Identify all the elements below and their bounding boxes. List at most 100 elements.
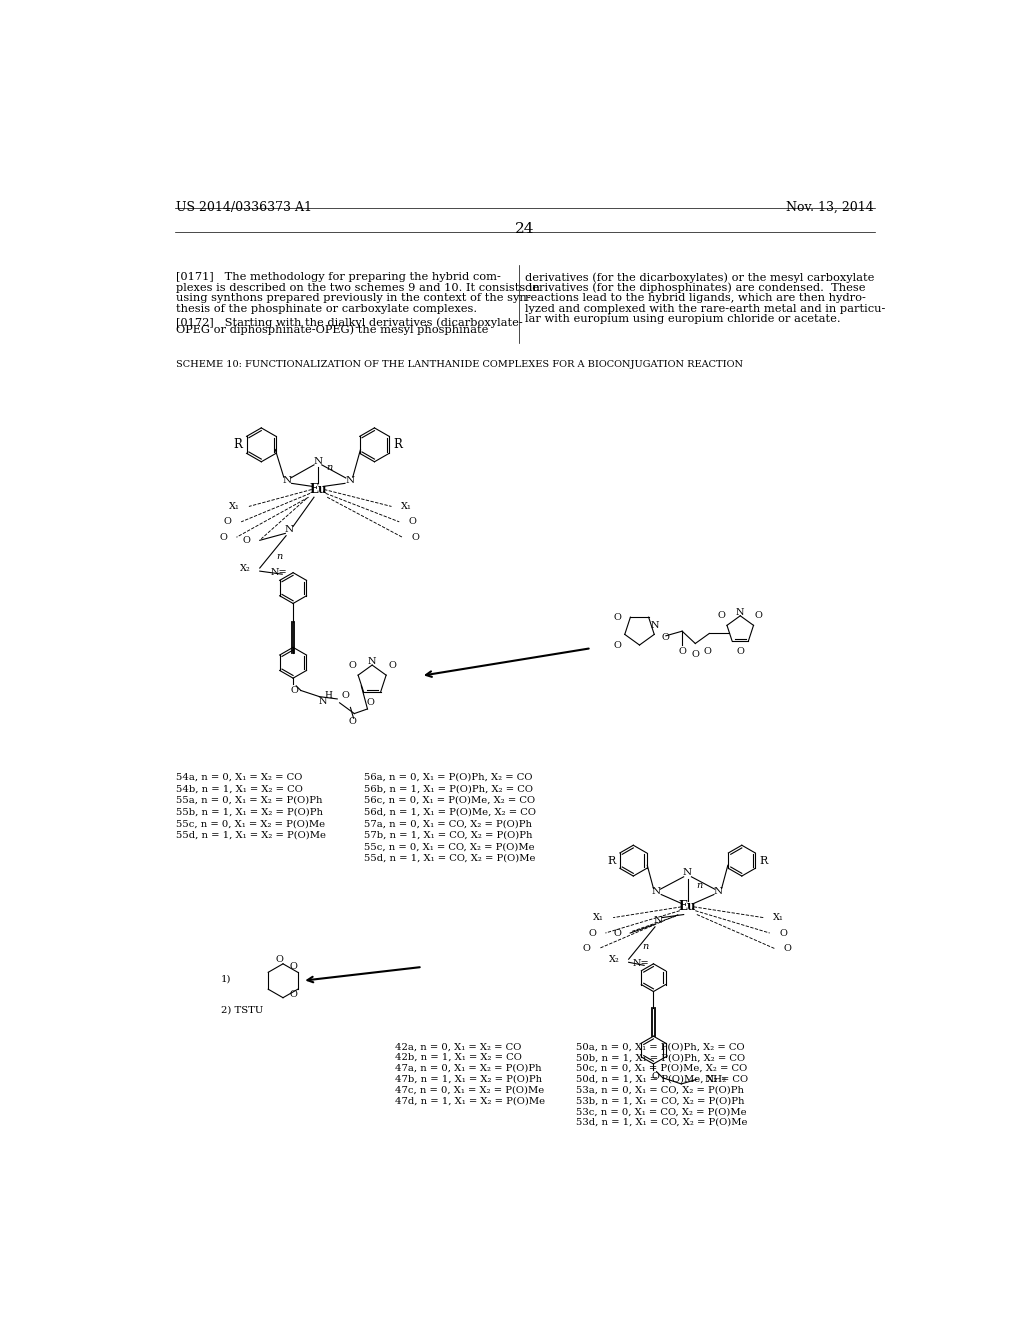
Text: 55c, n = 0, X₁ = CO, X₂ = P(O)Me: 55c, n = 0, X₁ = CO, X₂ = P(O)Me: [365, 842, 535, 851]
Text: O: O: [678, 647, 686, 656]
Text: X₁: X₁: [773, 913, 783, 923]
Text: SCHEME 10: FUNCTIONALIZATION OF THE LANTHANIDE COMPLEXES FOR A BIOCONJUGATION RE: SCHEME 10: FUNCTIONALIZATION OF THE LANT…: [176, 360, 743, 370]
Text: O: O: [290, 990, 298, 999]
Text: X₁: X₁: [400, 502, 412, 511]
Text: n: n: [696, 880, 702, 890]
Text: OPEG or diphosphinate-OPEG) the mesyl phosphinate: OPEG or diphosphinate-OPEG) the mesyl ph…: [176, 325, 488, 335]
Text: N: N: [285, 525, 294, 535]
Text: 54b, n = 1, X₁ = X₂ = CO: 54b, n = 1, X₁ = X₂ = CO: [176, 784, 303, 793]
Text: O: O: [348, 661, 356, 671]
Text: 50c, n = 0, X₁ = P(O)Me, X₂ = CO: 50c, n = 0, X₁ = P(O)Me, X₂ = CO: [575, 1064, 748, 1073]
Text: Nov. 13, 2014: Nov. 13, 2014: [785, 201, 873, 214]
Text: derivatives (for the dicarboxylates) or the mesyl carboxylate: derivatives (for the dicarboxylates) or …: [524, 272, 874, 282]
Text: derivatives (for the diphosphinates) are condensed.  These: derivatives (for the diphosphinates) are…: [524, 282, 865, 293]
Text: O: O: [718, 611, 726, 620]
Text: N: N: [736, 609, 744, 618]
Text: plexes is described on the two schemes 9 and 10. It consists in: plexes is described on the two schemes 9…: [176, 282, 540, 293]
Text: 56d, n = 1, X₁ = P(O)Me, X₂ = CO: 56d, n = 1, X₁ = P(O)Me, X₂ = CO: [365, 808, 537, 817]
Text: US 2014/0336373 A1: US 2014/0336373 A1: [176, 201, 312, 214]
Text: O: O: [290, 962, 298, 972]
Text: 53d, n = 1, X₁ = CO, X₂ = P(O)Me: 53d, n = 1, X₁ = CO, X₂ = P(O)Me: [575, 1118, 748, 1127]
Text: N: N: [650, 620, 659, 630]
Text: 55d, n = 1, X₁ = X₂ = P(O)Me: 55d, n = 1, X₁ = X₂ = P(O)Me: [176, 830, 326, 840]
Text: Eu: Eu: [679, 900, 696, 913]
Text: O: O: [582, 944, 590, 953]
Text: O: O: [275, 954, 284, 964]
Text: O: O: [348, 717, 356, 726]
Text: O: O: [367, 698, 375, 708]
Text: lyzed and complexed with the rare-earth metal and in particu-: lyzed and complexed with the rare-earth …: [524, 304, 885, 314]
Text: 57a, n = 0, X₁ = CO, X₂ = P(O)Ph: 57a, n = 0, X₁ = CO, X₂ = P(O)Ph: [365, 818, 532, 828]
Text: [0172]   Starting with the dialkyl derivatives (dicarboxylate-: [0172] Starting with the dialkyl derivat…: [176, 317, 523, 327]
Text: 50b, n = 1, X₁ = P(O)Ph, X₂ = CO: 50b, n = 1, X₁ = P(O)Ph, X₂ = CO: [575, 1053, 745, 1063]
Text: R: R: [607, 855, 615, 866]
Text: N: N: [345, 475, 354, 484]
Text: H: H: [325, 690, 333, 700]
Text: R: R: [760, 855, 768, 866]
Text: R: R: [233, 438, 243, 451]
Text: 24: 24: [515, 222, 535, 235]
Text: 56c, n = 0, X₁ = P(O)Me, X₂ = CO: 56c, n = 0, X₁ = P(O)Me, X₂ = CO: [365, 796, 536, 805]
Text: O: O: [219, 533, 227, 541]
Text: O: O: [755, 611, 763, 620]
Text: O: O: [613, 640, 622, 649]
Text: O: O: [588, 928, 596, 937]
Text: 57b, n = 1, X₁ = CO, X₂ = P(O)Ph: 57b, n = 1, X₁ = CO, X₂ = P(O)Ph: [365, 830, 532, 840]
Text: X₁: X₁: [228, 502, 240, 511]
Text: reactions lead to the hybrid ligands, which are then hydro-: reactions lead to the hybrid ligands, wh…: [524, 293, 865, 304]
Text: N: N: [283, 475, 292, 484]
Text: O: O: [691, 649, 699, 659]
Text: N: N: [652, 887, 662, 896]
Text: using synthons prepared previously in the context of the syn-: using synthons prepared previously in th…: [176, 293, 530, 304]
Text: thesis of the phosphinate or carboxylate complexes.: thesis of the phosphinate or carboxylate…: [176, 304, 477, 314]
Text: N=: N=: [633, 960, 649, 969]
Text: O: O: [409, 517, 417, 527]
Text: 56a, n = 0, X₁ = P(O)Ph, X₂ = CO: 56a, n = 0, X₁ = P(O)Ph, X₂ = CO: [365, 774, 532, 781]
Text: 55b, n = 1, X₁ = X₂ = P(O)Ph: 55b, n = 1, X₁ = X₂ = P(O)Ph: [176, 808, 323, 817]
Text: NH₂: NH₂: [705, 1074, 727, 1084]
Text: 47c, n = 0, X₁ = X₂ = P(O)Me: 47c, n = 0, X₁ = X₂ = P(O)Me: [395, 1085, 545, 1094]
Text: X₁: X₁: [593, 913, 604, 923]
Text: N: N: [683, 869, 692, 878]
Text: 55d, n = 1, X₁ = CO, X₂ = P(O)Me: 55d, n = 1, X₁ = CO, X₂ = P(O)Me: [365, 854, 536, 863]
Text: [0171]   The methodology for preparing the hybrid com-: [0171] The methodology for preparing the…: [176, 272, 501, 282]
Text: X₂: X₂: [608, 954, 620, 964]
Text: N: N: [714, 887, 723, 896]
Text: O: O: [388, 661, 396, 671]
Text: n: n: [643, 942, 649, 952]
Text: 42b, n = 1, X₁ = X₂ = CO: 42b, n = 1, X₁ = X₂ = CO: [395, 1053, 522, 1063]
Text: O: O: [651, 1072, 658, 1081]
Text: 50a, n = 0, X₁ = P(O)Ph, X₂ = CO: 50a, n = 0, X₁ = P(O)Ph, X₂ = CO: [575, 1043, 744, 1051]
Text: N: N: [313, 457, 323, 466]
Text: O: O: [291, 686, 299, 694]
Text: lar with europium using europium chloride or acetate.: lar with europium using europium chlorid…: [524, 314, 841, 323]
Text: O: O: [736, 647, 744, 656]
Text: 54a, n = 0, X₁ = X₂ = CO: 54a, n = 0, X₁ = X₂ = CO: [176, 774, 302, 781]
Text: O: O: [412, 533, 420, 541]
Text: 56b, n = 1, X₁ = P(O)Ph, X₂ = CO: 56b, n = 1, X₁ = P(O)Ph, X₂ = CO: [365, 784, 534, 793]
Text: O: O: [243, 536, 251, 545]
Text: 42a, n = 0, X₁ = X₂ = CO: 42a, n = 0, X₁ = X₂ = CO: [395, 1043, 522, 1051]
Text: N: N: [368, 657, 377, 665]
Text: O: O: [703, 647, 712, 656]
Text: 1): 1): [221, 974, 231, 983]
Text: N: N: [653, 916, 663, 925]
Text: O: O: [613, 612, 622, 622]
Text: n: n: [327, 463, 333, 473]
Text: 50d, n = 1, X₁ = P(O)Me, X₂ = CO: 50d, n = 1, X₁ = P(O)Me, X₂ = CO: [575, 1074, 749, 1084]
Text: 53a, n = 0, X₁ = CO, X₂ = P(O)Ph: 53a, n = 0, X₁ = CO, X₂ = P(O)Ph: [575, 1085, 744, 1094]
Text: O: O: [783, 944, 792, 953]
Text: 55c, n = 0, X₁ = X₂ = P(O)Me: 55c, n = 0, X₁ = X₂ = P(O)Me: [176, 818, 326, 828]
Text: 53c, n = 0, X₁ = CO, X₂ = P(O)Me: 53c, n = 0, X₁ = CO, X₂ = P(O)Me: [575, 1107, 746, 1115]
Text: X₂: X₂: [240, 564, 251, 573]
Text: Eu: Eu: [309, 483, 327, 496]
Text: R: R: [393, 438, 402, 451]
Text: O: O: [613, 928, 621, 937]
Text: 55a, n = 0, X₁ = X₂ = P(O)Ph: 55a, n = 0, X₁ = X₂ = P(O)Ph: [176, 796, 323, 805]
Text: 53b, n = 1, X₁ = CO, X₂ = P(O)Ph: 53b, n = 1, X₁ = CO, X₂ = P(O)Ph: [575, 1096, 744, 1105]
Text: N=: N=: [270, 568, 288, 577]
Text: 47b, n = 1, X₁ = X₂ = P(O)Ph: 47b, n = 1, X₁ = X₂ = P(O)Ph: [395, 1074, 543, 1084]
Text: O: O: [342, 690, 350, 700]
Text: 2) TSTU: 2) TSTU: [221, 1006, 263, 1014]
Text: n: n: [276, 552, 283, 561]
